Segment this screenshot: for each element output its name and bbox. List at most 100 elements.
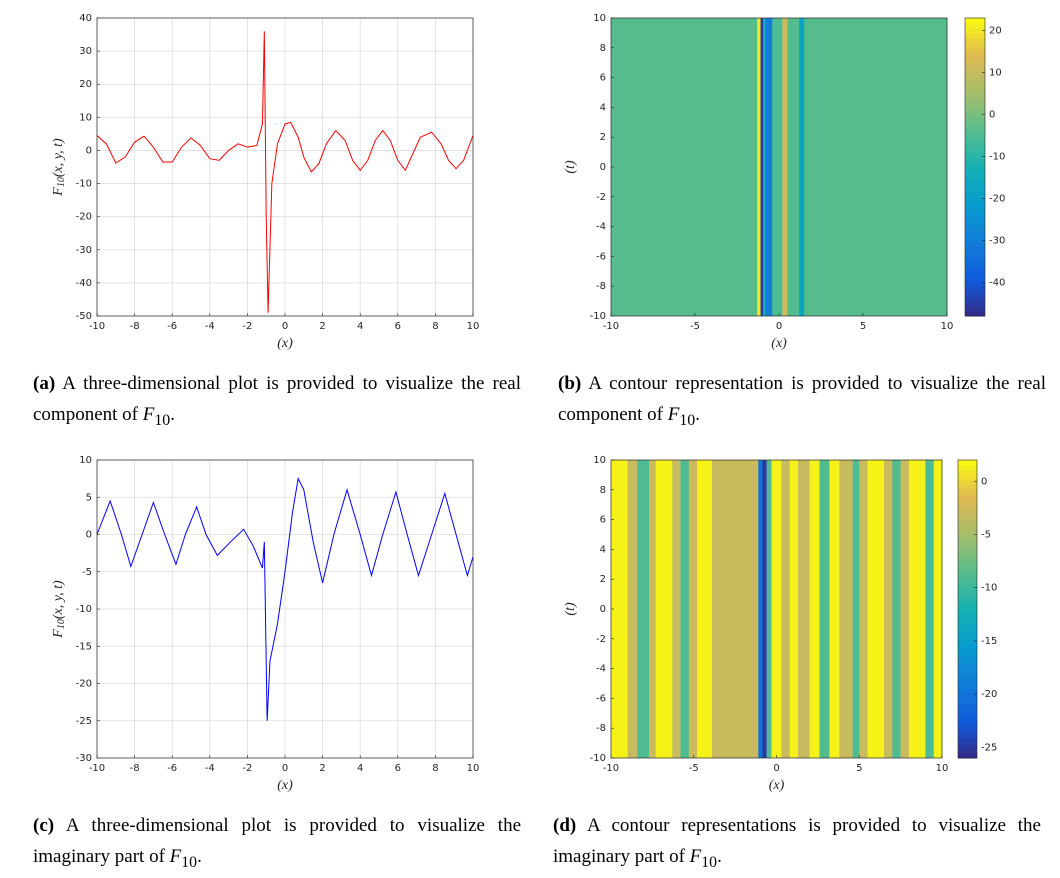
- stripe: [649, 460, 656, 758]
- colorbar-slice: [965, 162, 985, 168]
- y-tick-label: 10: [593, 13, 606, 24]
- colorbar-slice: [958, 733, 977, 739]
- colorbar-slice: [965, 191, 985, 198]
- colorbar-slice: [958, 713, 977, 719]
- caption-end: .: [197, 846, 202, 867]
- caption-end: .: [170, 404, 175, 425]
- stripe: [781, 460, 791, 758]
- colorbar-slice: [965, 117, 985, 123]
- stripe: [799, 18, 805, 316]
- colorbar-slice: [958, 594, 977, 600]
- colorbar-tick-label: -25: [981, 742, 997, 753]
- colorbar-slice: [965, 196, 985, 203]
- colorbar-slice: [958, 628, 977, 635]
- colorbar-slice: [958, 589, 977, 595]
- stripe: [766, 460, 772, 758]
- colorbar-slice: [965, 22, 985, 29]
- colorbar-tick-label: -40: [989, 277, 1005, 288]
- colorbar-slice: [965, 142, 985, 148]
- y-tick-label: -8: [596, 723, 606, 734]
- colorbar-slice: [965, 47, 985, 54]
- colorbar-slice: [958, 708, 977, 714]
- y-tick-label: -30: [76, 753, 92, 764]
- colorbar-slice: [958, 519, 977, 526]
- colorbar-slice: [965, 171, 985, 178]
- colorbar-slice: [958, 718, 977, 724]
- stripe: [852, 460, 860, 758]
- x-tick-label: 0: [773, 763, 779, 774]
- colorbar-slice: [958, 489, 977, 496]
- colorbar-slice: [958, 688, 977, 694]
- colorbar-slice: [958, 539, 977, 545]
- colorbar-slice: [965, 137, 985, 143]
- x-tick-label: -10: [89, 321, 105, 332]
- x-tick-label: -8: [130, 321, 140, 332]
- stripe: [798, 460, 810, 758]
- colorbar-slice: [958, 728, 977, 734]
- y-tick-label: 4: [600, 102, 606, 113]
- stripe: [839, 460, 853, 758]
- colorbar-tick-label: -20: [989, 193, 1005, 204]
- stripe: [789, 460, 799, 758]
- stripe: [771, 460, 782, 758]
- colorbar-slice: [965, 261, 985, 267]
- colorbar-slice: [958, 703, 977, 709]
- colorbar-slice: [958, 554, 977, 560]
- colorbar-slice: [965, 102, 985, 108]
- y-label-rest: (x, y, t): [51, 138, 66, 177]
- colorbar-slice: [965, 147, 985, 153]
- caption-sub: 10: [181, 853, 198, 871]
- caption-label: (d): [553, 815, 577, 836]
- caption-text: A three-dimensional plot is provided to …: [33, 815, 522, 867]
- data-line: [96, 31, 474, 313]
- x-tick-label: -10: [89, 763, 105, 774]
- y-tick-label: -20: [76, 212, 92, 223]
- caption: (d) A contour representations is provide…: [553, 810, 1041, 878]
- stripe: [765, 18, 773, 316]
- colorbar-slice: [965, 127, 985, 133]
- stripe: [655, 460, 673, 758]
- colorbar-slice: [958, 678, 977, 684]
- y-label-base: F: [51, 629, 66, 639]
- colorbar-slice: [965, 97, 985, 103]
- colorbar-slice: [965, 216, 985, 223]
- colorbar-slice: [958, 743, 977, 749]
- colorbar-slice: [958, 599, 977, 605]
- stripe: [804, 18, 948, 316]
- y-tick-label: 2: [600, 574, 606, 585]
- y-label-sub: 10: [56, 619, 67, 629]
- caption-symbol: F: [689, 846, 702, 867]
- caption-symbol: F: [142, 404, 155, 425]
- y-tick-label: 8: [600, 485, 606, 496]
- colorbar-slice: [965, 87, 985, 93]
- x-tick-label: 5: [856, 763, 862, 774]
- colorbar-slice: [958, 509, 977, 516]
- x-tick-label: 5: [860, 321, 866, 332]
- colorbar-slice: [958, 738, 977, 744]
- x-tick-label: -10: [603, 321, 619, 332]
- colorbar-slice: [965, 67, 985, 74]
- colorbar-slice: [958, 494, 977, 501]
- colorbar-slice: [958, 579, 977, 585]
- colorbar-slice: [965, 52, 985, 59]
- y-tick-label: 10: [593, 455, 606, 466]
- x-tick-label: -10: [603, 763, 619, 774]
- colorbar-slice: [965, 206, 985, 213]
- x-tick-label: 0: [776, 321, 782, 332]
- colorbar-slice: [958, 609, 977, 615]
- caption-sub: 10: [154, 411, 171, 429]
- stripe: [760, 18, 764, 316]
- stripe: [757, 18, 761, 316]
- colorbar-frame: [957, 459, 978, 759]
- stripe: [892, 460, 901, 758]
- colorbar-slice: [958, 474, 977, 481]
- colorbar-slice: [965, 296, 985, 302]
- stripe: [925, 460, 935, 758]
- caption-end: .: [717, 846, 722, 867]
- caption: (a) A three-dimensional plot is provided…: [33, 368, 521, 436]
- colorbar-slice: [965, 256, 985, 262]
- x-tick-label: 0: [282, 763, 288, 774]
- x-tick-label: 4: [357, 763, 363, 774]
- y-tick-label: -30: [76, 245, 92, 256]
- colorbar-slice: [965, 112, 985, 118]
